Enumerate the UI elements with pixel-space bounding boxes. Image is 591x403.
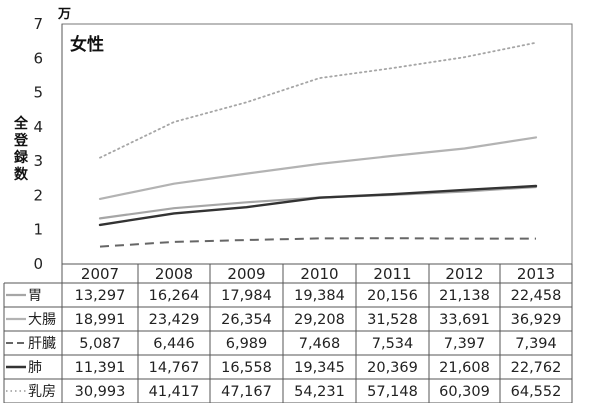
data-label: 31,528 <box>367 312 418 328</box>
data-label: 7,397 <box>444 336 486 352</box>
y-tick-label: 3 <box>33 152 43 170</box>
data-label: 22,762 <box>511 360 562 376</box>
y-axis-label-char: 数 <box>14 166 29 183</box>
data-label: 36,929 <box>511 312 562 328</box>
data-label: 14,767 <box>149 360 200 376</box>
series-line-3 <box>98 184 538 227</box>
data-label: 7,468 <box>299 336 341 352</box>
x-tick-label: 2007 <box>81 265 119 283</box>
legend-label: 肝臓 <box>28 336 56 352</box>
data-label: 16,558 <box>221 360 272 376</box>
y-tick-label: 2 <box>33 186 43 204</box>
x-tick-label: 2008 <box>155 265 193 283</box>
y-tick-label: 1 <box>33 221 43 239</box>
data-label: 19,384 <box>294 288 345 304</box>
data-label: 6,446 <box>153 336 195 352</box>
data-label: 64,552 <box>511 384 562 400</box>
data-label: 23,429 <box>149 312 200 328</box>
series-line-2 <box>99 237 536 248</box>
series-line-4 <box>99 41 537 159</box>
legend-label: 胃 <box>28 288 42 304</box>
data-label: 54,231 <box>294 384 345 400</box>
series-line-1 <box>98 136 538 200</box>
data-label: 16,264 <box>149 288 200 304</box>
y-axis-label-char: 全 <box>13 115 29 132</box>
data-label: 7,534 <box>372 336 414 352</box>
data-label: 29,208 <box>294 312 345 328</box>
data-label: 11,391 <box>75 360 126 376</box>
data-label: 22,458 <box>511 288 562 304</box>
y-tick-label: 7 <box>33 15 43 33</box>
data-label: 21,608 <box>439 360 490 376</box>
data-label: 17,984 <box>221 288 272 304</box>
data-label: 33,691 <box>439 312 490 328</box>
data-label: 19,345 <box>294 360 345 376</box>
y-tick-label: 0 <box>33 255 43 273</box>
data-label: 60,309 <box>439 384 490 400</box>
legend-label: 肺 <box>28 360 42 376</box>
data-label: 20,369 <box>367 360 418 376</box>
data-label: 13,297 <box>75 288 126 304</box>
data-label: 21,138 <box>439 288 490 304</box>
x-tick-label: 2010 <box>300 265 338 283</box>
data-label: 41,417 <box>149 384 200 400</box>
series-lines <box>98 41 538 248</box>
data-label: 7,394 <box>515 336 557 352</box>
x-tick-label: 2013 <box>517 265 555 283</box>
y-axis-label-char: 録 <box>14 149 29 166</box>
y-axis-label-char: 登 <box>13 132 29 149</box>
data-label: 6,989 <box>226 336 268 352</box>
data-label: 57,148 <box>367 384 418 400</box>
unit-label: 万 <box>57 7 71 22</box>
x-tick-label: 2012 <box>445 265 483 283</box>
legend-label: 乳房 <box>28 384 56 400</box>
data-label: 20,156 <box>367 288 418 304</box>
y-tick-label: 5 <box>33 84 43 102</box>
data-label: 18,991 <box>75 312 126 328</box>
y-tick-label: 4 <box>33 118 43 136</box>
data-label: 30,993 <box>75 384 126 400</box>
x-tick-label: 2009 <box>227 265 265 283</box>
data-label: 26,354 <box>221 312 272 328</box>
y-axis-ticks: 0 1 2 3 4 5 6 7 <box>33 15 43 273</box>
legend-label: 大腸 <box>28 312 56 328</box>
data-label: 5,087 <box>79 336 121 352</box>
chart-title: 女性 <box>70 34 104 55</box>
x-tick-label: 2011 <box>373 265 411 283</box>
data-label: 47,167 <box>221 384 272 400</box>
y-tick-label: 6 <box>33 49 43 67</box>
